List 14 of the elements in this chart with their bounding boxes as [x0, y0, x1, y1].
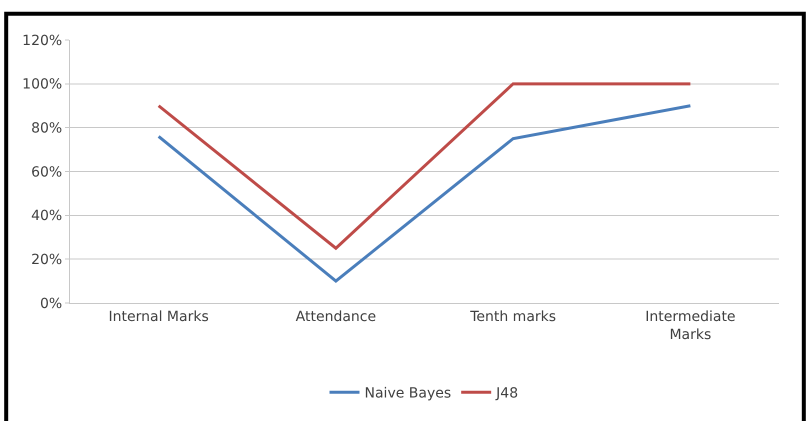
- y-tick-label: 100%: [22, 76, 62, 93]
- x-tick-label: Internal Marks: [108, 308, 209, 325]
- x-tick-label: Intermediate Marks: [645, 308, 736, 343]
- x-tick-label: Tenth marks: [469, 308, 556, 325]
- legend-label: Naive Bayes: [364, 386, 452, 402]
- y-tick-label: 60%: [31, 164, 62, 180]
- legend-label: J48: [495, 386, 518, 402]
- y-tick-label: 80%: [31, 120, 62, 137]
- y-tick-label: 0%: [40, 296, 62, 312]
- line-series: [157, 104, 692, 283]
- y-tick-label: 40%: [31, 208, 62, 224]
- y-tick-label: 120%: [22, 32, 62, 49]
- y-tick-label: 20%: [31, 252, 62, 268]
- x-tick-label: Attendance: [296, 308, 376, 325]
